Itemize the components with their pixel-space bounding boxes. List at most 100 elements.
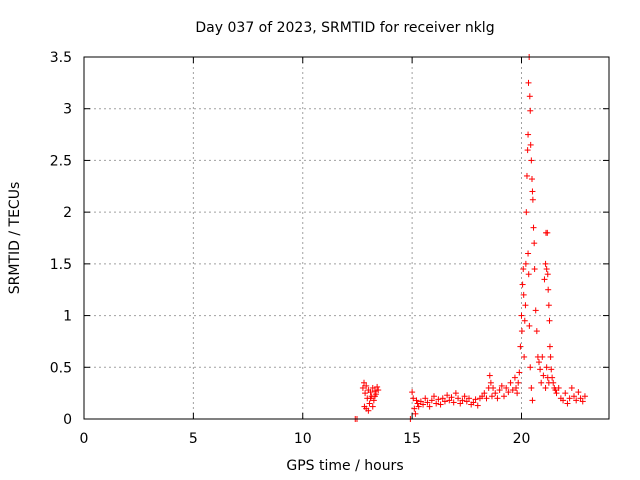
data-point [487, 379, 494, 386]
data-point [492, 390, 499, 397]
data-point [413, 397, 420, 404]
data-point [371, 393, 378, 400]
y-tick-label: 3.5 [50, 50, 72, 66]
data-point [517, 343, 524, 350]
data-point [536, 359, 542, 366]
data-points [352, 54, 588, 422]
data-point [542, 260, 549, 267]
data-point [553, 390, 560, 397]
data-point [494, 395, 501, 402]
data-point [546, 317, 553, 324]
data-point [411, 405, 418, 412]
data-point [503, 384, 510, 391]
data-point [546, 343, 553, 350]
data-point [545, 379, 552, 386]
y-tick-label: 2.5 [50, 153, 72, 169]
data-point [483, 395, 490, 402]
data-point [543, 266, 550, 273]
data-point [533, 328, 540, 335]
x-tick-label: 10 [294, 431, 312, 447]
data-point [375, 387, 382, 394]
data-point [581, 393, 588, 400]
axis-ticks: 0 5 10 15 20 0 0.5 1 1.5 2 2.5 3 3.5 [50, 50, 609, 447]
data-point [525, 271, 532, 278]
data-point [509, 387, 516, 394]
data-point [426, 403, 433, 410]
data-point [541, 276, 548, 283]
data-point [466, 395, 472, 402]
data-point [552, 387, 559, 394]
data-point [367, 389, 374, 396]
data-point [521, 317, 528, 324]
data-point [521, 353, 528, 360]
y-tick-label: 2 [63, 205, 72, 221]
data-point [511, 374, 518, 381]
data-point [566, 395, 573, 402]
data-point [470, 399, 477, 406]
data-point [523, 209, 530, 216]
data-point [441, 398, 448, 405]
data-point [520, 291, 527, 298]
data-point [548, 366, 555, 373]
data-point [444, 392, 451, 399]
data-point [369, 403, 376, 410]
data-point [428, 397, 435, 404]
data-point [522, 302, 529, 309]
data-point [529, 196, 536, 203]
data-point [544, 271, 551, 278]
data-point [409, 389, 416, 396]
y-tick-label: 1 [63, 309, 72, 325]
data-point [577, 395, 584, 402]
data-point [516, 369, 523, 376]
data-point [481, 390, 488, 397]
data-point [564, 400, 571, 407]
data-point [412, 410, 419, 417]
data-point [371, 388, 378, 395]
data-point [560, 397, 567, 404]
data-point [417, 398, 424, 405]
x-tick-label: 5 [189, 431, 198, 447]
y-tick-label: 0 [63, 412, 72, 428]
data-point [362, 390, 369, 397]
data-point [361, 379, 367, 386]
data-point [544, 229, 551, 236]
x-tick-label: 15 [403, 431, 421, 447]
data-point [527, 107, 534, 114]
data-point [529, 397, 536, 404]
data-point [498, 382, 505, 389]
data-point [523, 172, 530, 179]
x-axis-label: GPS time / hours [286, 458, 403, 474]
data-point [530, 224, 537, 231]
data-point [520, 266, 527, 273]
data-point [529, 176, 535, 183]
data-point [525, 131, 532, 138]
data-point [532, 307, 539, 314]
data-point [543, 364, 550, 371]
data-point [518, 328, 525, 335]
data-point [515, 379, 522, 386]
data-point [555, 384, 562, 391]
data-point [472, 396, 479, 403]
data-point [573, 397, 580, 404]
data-point [446, 397, 453, 404]
data-point [433, 400, 440, 407]
data-point [435, 396, 442, 403]
data-point [522, 260, 529, 267]
data-point [544, 374, 551, 381]
data-point [539, 353, 546, 360]
data-point [531, 266, 538, 273]
data-point [410, 395, 417, 402]
data-point [479, 393, 486, 400]
data-point [488, 393, 495, 400]
data-point [490, 384, 497, 391]
x-tick-label: 0 [80, 431, 89, 447]
data-point [525, 79, 532, 86]
data-point [461, 393, 468, 400]
data-point [366, 400, 373, 407]
data-point [367, 395, 374, 402]
data-point [513, 384, 520, 391]
data-point [363, 382, 370, 389]
data-point [415, 403, 422, 410]
data-point [450, 399, 457, 406]
